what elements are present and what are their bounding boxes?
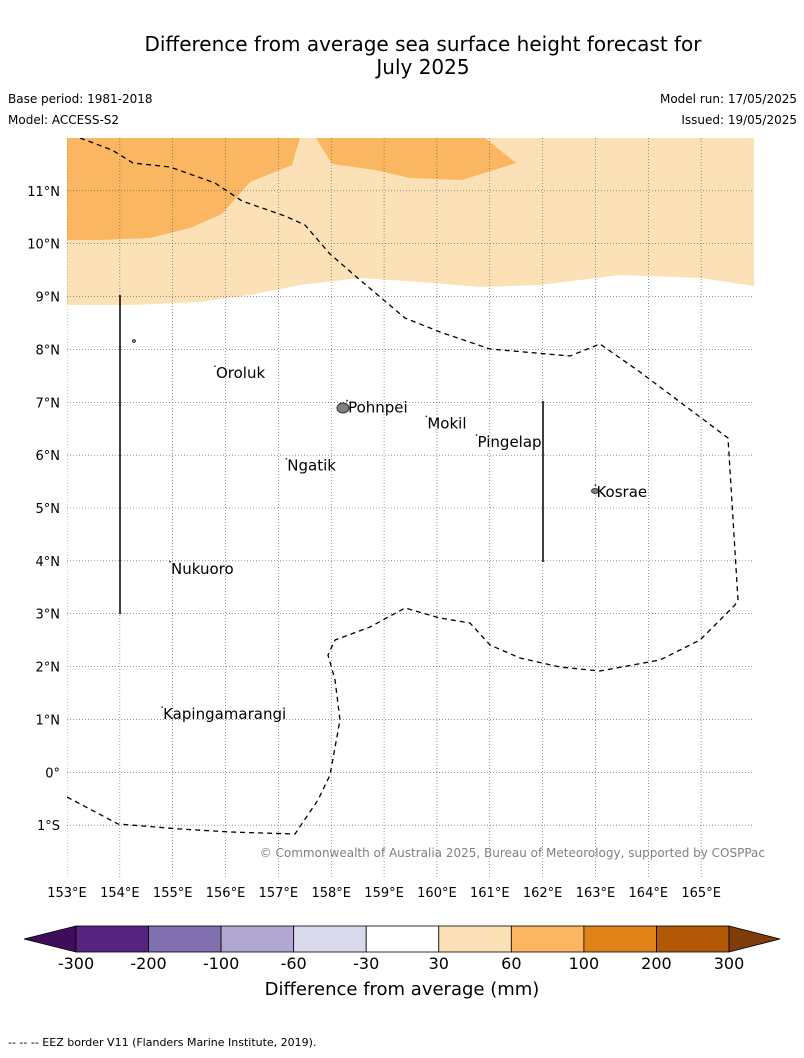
- longitude-label: 158°E: [311, 886, 351, 901]
- latitude-label: 6°N: [36, 449, 61, 464]
- colorbar-extend-high: [728, 925, 781, 953]
- model-run: Model run: 17/05/2025: [659, 92, 797, 106]
- latitude-label: 0°: [45, 766, 60, 781]
- place-marker: [425, 415, 428, 418]
- colorbar-segment: [148, 925, 222, 953]
- longitude-label: 161°E: [470, 886, 510, 901]
- longitude-labels: 153°E 154°E 155°E 156°E 157°E 158°E 159°E 160°E…: [47, 886, 721, 901]
- place-label: Nukuoro: [171, 560, 234, 578]
- issued-date: Issued: 19/05/2025: [681, 113, 797, 127]
- latitude-labels: 11°N 10°N 9°N 8°N 7°N 6°N 5°N 4°N 3°N 2°N 1°N 0° 1°S: [27, 185, 60, 834]
- title-line-1: Difference from average sea surface heig…: [144, 32, 702, 56]
- anomaly-band-60-100-west: [67, 138, 300, 240]
- colorbar: -300 -200 -100 -60 -30 30 60 100 200 300: [23, 925, 781, 973]
- place-marker: [161, 706, 164, 709]
- base-period: Base period: 1981-2018: [8, 92, 153, 106]
- latitude-label: 7°N: [36, 396, 61, 411]
- place-label: Pohnpei: [348, 399, 408, 417]
- colorbar-tick-label: 60: [501, 954, 521, 973]
- colorbar-segment: [656, 925, 730, 953]
- place-labels: Oroluk Pohnpei Mokil Pingelap Ngatik Kosrae Nu…: [161, 364, 647, 723]
- latitude-label: 3°N: [36, 608, 61, 623]
- place-marker: [346, 399, 348, 402]
- model-name: Model: ACCESS-S2: [8, 113, 120, 127]
- colorbar-tick-label: -200: [130, 954, 166, 973]
- colorbar-label: Difference from average (mm): [265, 979, 540, 1000]
- latitude-label: 5°N: [36, 502, 61, 517]
- colorbar-segment: [438, 925, 512, 953]
- colorbar-tick-label: -30: [353, 954, 379, 973]
- latitude-label: 11°N: [27, 185, 60, 200]
- colorbar-segment: [75, 925, 149, 953]
- colorbar-segment: [220, 925, 295, 953]
- latitude-label: 9°N: [36, 291, 61, 306]
- colorbar-tick-label: -300: [58, 954, 94, 973]
- colorbar-segment: [510, 925, 585, 953]
- place-marker: [594, 484, 597, 487]
- kosrae-island: [591, 488, 599, 494]
- colorbar-tick-label: 30: [429, 954, 449, 973]
- longitude-label: 164°E: [629, 886, 669, 901]
- longitude-label: 165°E: [681, 886, 721, 901]
- pohnpei-island: [336, 402, 350, 414]
- small-island: [132, 339, 136, 343]
- place-marker: [169, 560, 171, 563]
- longitude-label: 153°E: [47, 886, 87, 901]
- place-marker: [475, 434, 478, 436]
- latitude-label: 4°N: [36, 555, 61, 570]
- place-marker: [214, 365, 216, 368]
- colorbar-tick-label: 300: [714, 954, 745, 973]
- colorbar-tick-label: -60: [281, 954, 307, 973]
- place-label: Kapingamarangi: [163, 705, 286, 723]
- title-line-2: July 2025: [376, 55, 470, 79]
- place-label: Kosrae: [596, 483, 647, 501]
- place-label: Mokil: [427, 414, 466, 432]
- latitude-label: 1°N: [36, 713, 61, 728]
- longitude-label: 160°E: [417, 886, 457, 901]
- colorbar-tick-label: 200: [641, 954, 672, 973]
- colorbar-tick-label: 100: [569, 954, 600, 973]
- graticule: [67, 138, 754, 878]
- latitude-label: 8°N: [36, 343, 61, 358]
- colorbar-segment: [583, 925, 657, 953]
- longitude-label: 156°E: [206, 886, 246, 901]
- colorbar-segment: [293, 925, 367, 953]
- longitude-label: 154°E: [100, 886, 140, 901]
- longitude-label: 162°E: [523, 886, 563, 901]
- longitude-label: 163°E: [576, 886, 616, 901]
- place-label: Oroluk: [216, 364, 265, 382]
- copyright-notice: © Commonwealth of Australia 2025, Bureau…: [260, 846, 765, 860]
- latitude-label: 10°N: [27, 238, 60, 253]
- longitude-label: 157°E: [259, 886, 299, 901]
- latitude-label: 1°S: [37, 819, 60, 834]
- colorbar-segment: [365, 925, 440, 953]
- chart-title: Difference from average sea surface heig…: [0, 33, 804, 79]
- colorbar-extend-low: [23, 925, 77, 953]
- eez-footnote: -- -- -- EEZ border V11 (Flanders Marine…: [8, 1036, 317, 1049]
- longitude-label: 159°E: [364, 886, 404, 901]
- colorbar-tick-label: -100: [203, 954, 239, 973]
- anomaly-band-60-100-east: [316, 138, 516, 180]
- place-label: Ngatik: [287, 457, 336, 475]
- place-label: Pingelap: [478, 433, 542, 451]
- map-figure: Oroluk Pohnpei Mokil Pingelap Ngatik Kosrae Nu…: [23, 138, 781, 1000]
- map-panel: Oroluk Pohnpei Mokil Pingelap Ngatik Kosrae Nu…: [67, 138, 754, 878]
- longitude-label: 155°E: [153, 886, 193, 901]
- latitude-label: 2°N: [36, 661, 61, 676]
- place-marker: [285, 457, 288, 460]
- eez-border: [67, 138, 739, 835]
